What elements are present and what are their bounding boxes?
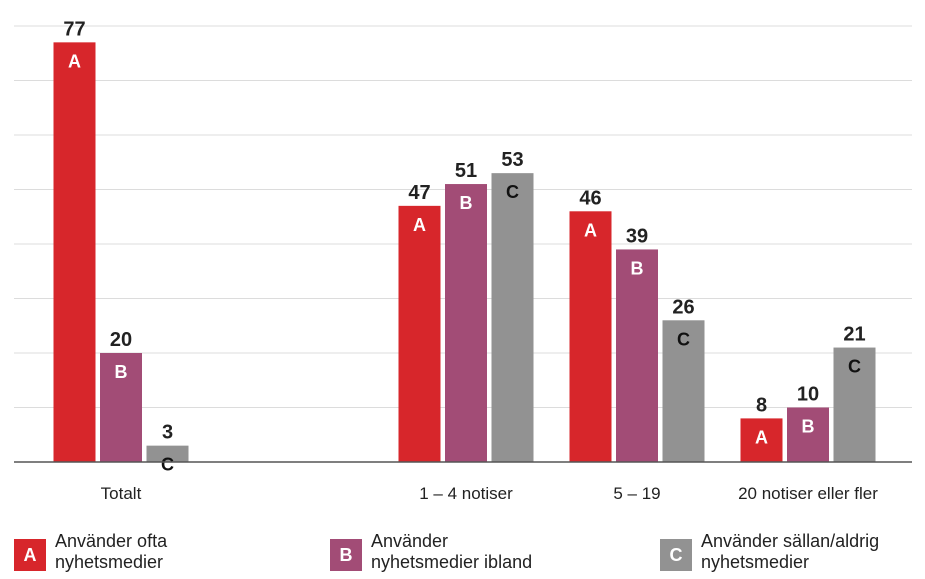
bars: 77 A 20 B 3 C 47 A 51 B 53 C 46 A 39 B 26 C 8 A 10 B 21 C <box>53 18 876 475</box>
x-tick-labels: Totalt 1 – 4 notiser 5 – 19 20 notiser elle… <box>101 484 879 503</box>
bar-letter-a-0: A <box>68 51 81 71</box>
bar-c-0 <box>146 445 189 462</box>
legend-label-b-line1: Använder <box>371 531 449 551</box>
bar-b-0 <box>100 353 142 462</box>
bar-a-0 <box>53 42 96 462</box>
legend-item-b: B Använder nyhetsmedier ibland <box>330 531 591 575</box>
legend-swatch-c: C <box>660 539 692 571</box>
bar-letter-a-2: A <box>584 220 597 240</box>
bar-c-3 <box>833 347 876 462</box>
legend-label-a-line1: Använder ofta <box>55 531 168 551</box>
value-label-b-1: 51 <box>455 160 477 182</box>
value-label-a-3: 8 <box>756 394 767 416</box>
bar-b-2 <box>616 249 658 462</box>
value-label-b-0: 20 <box>110 329 132 351</box>
value-label-c-1: 53 <box>501 149 523 171</box>
x-tick-label-1: 1 – 4 notiser <box>419 484 513 503</box>
legend-label-c: Använder sällan/aldrig nyhetsmedier <box>701 531 921 573</box>
bar-letter-b-3: B <box>802 417 815 437</box>
bar-a-3 <box>740 418 783 462</box>
legend-item-a: A Använder ofta nyhetsmedier <box>14 531 275 575</box>
bar-letter-c-1: C <box>506 182 519 202</box>
value-label-c-3: 21 <box>843 324 865 346</box>
bar-c-2 <box>662 320 705 462</box>
x-tick-label-0: Totalt <box>101 484 142 503</box>
bar-letter-b-0: B <box>115 362 128 382</box>
bar-chart: 77 A 20 B 3 C 47 A 51 B 53 C 46 A 39 B 26 C 8 A 10 B 21 C Total… <box>14 18 912 503</box>
x-tick-label-3: 20 notiser eller fler <box>738 484 878 503</box>
bar-a-2 <box>569 211 612 462</box>
legend-label-b: Använder nyhetsmedier ibland <box>371 531 591 573</box>
legend-label-a-line2: nyhetsmedier <box>55 552 164 572</box>
bar-b-3 <box>787 407 829 462</box>
bar-letter-a-1: A <box>413 215 426 235</box>
value-label-a-1: 47 <box>408 182 430 204</box>
value-label-b-2: 39 <box>626 225 648 247</box>
legend-swatch-b: B <box>330 539 362 571</box>
legend-label-b-line2: nyhetsmedier ibland <box>371 552 533 572</box>
bar-letter-c-0: C <box>161 455 174 475</box>
value-label-a-0: 77 <box>63 18 85 40</box>
bar-b-1 <box>445 184 487 463</box>
value-label-b-3: 10 <box>797 384 819 406</box>
bar-letter-b-1: B <box>460 193 473 213</box>
bar-letter-c-2: C <box>677 329 690 349</box>
legend-label-c-line1: Använder sällan/aldrig <box>701 531 880 551</box>
value-label-c-0: 3 <box>162 422 173 444</box>
bar-letter-b-2: B <box>631 258 644 278</box>
value-label-a-2: 46 <box>579 187 601 209</box>
bar-a-1 <box>398 205 441 462</box>
x-tick-label-2: 5 – 19 <box>613 484 660 503</box>
bar-letter-c-3: C <box>848 357 861 377</box>
legend-label-c-line2: nyhetsmedier <box>701 552 810 572</box>
legend-label-a: Använder ofta nyhetsmedier <box>55 531 275 573</box>
bar-letter-a-3: A <box>755 427 768 447</box>
legend-item-c: C Använder sällan/aldrig nyhetsmedier <box>660 531 921 575</box>
value-label-c-2: 26 <box>672 296 694 318</box>
bar-c-1 <box>491 173 534 462</box>
legend-swatch-a: A <box>14 539 46 571</box>
